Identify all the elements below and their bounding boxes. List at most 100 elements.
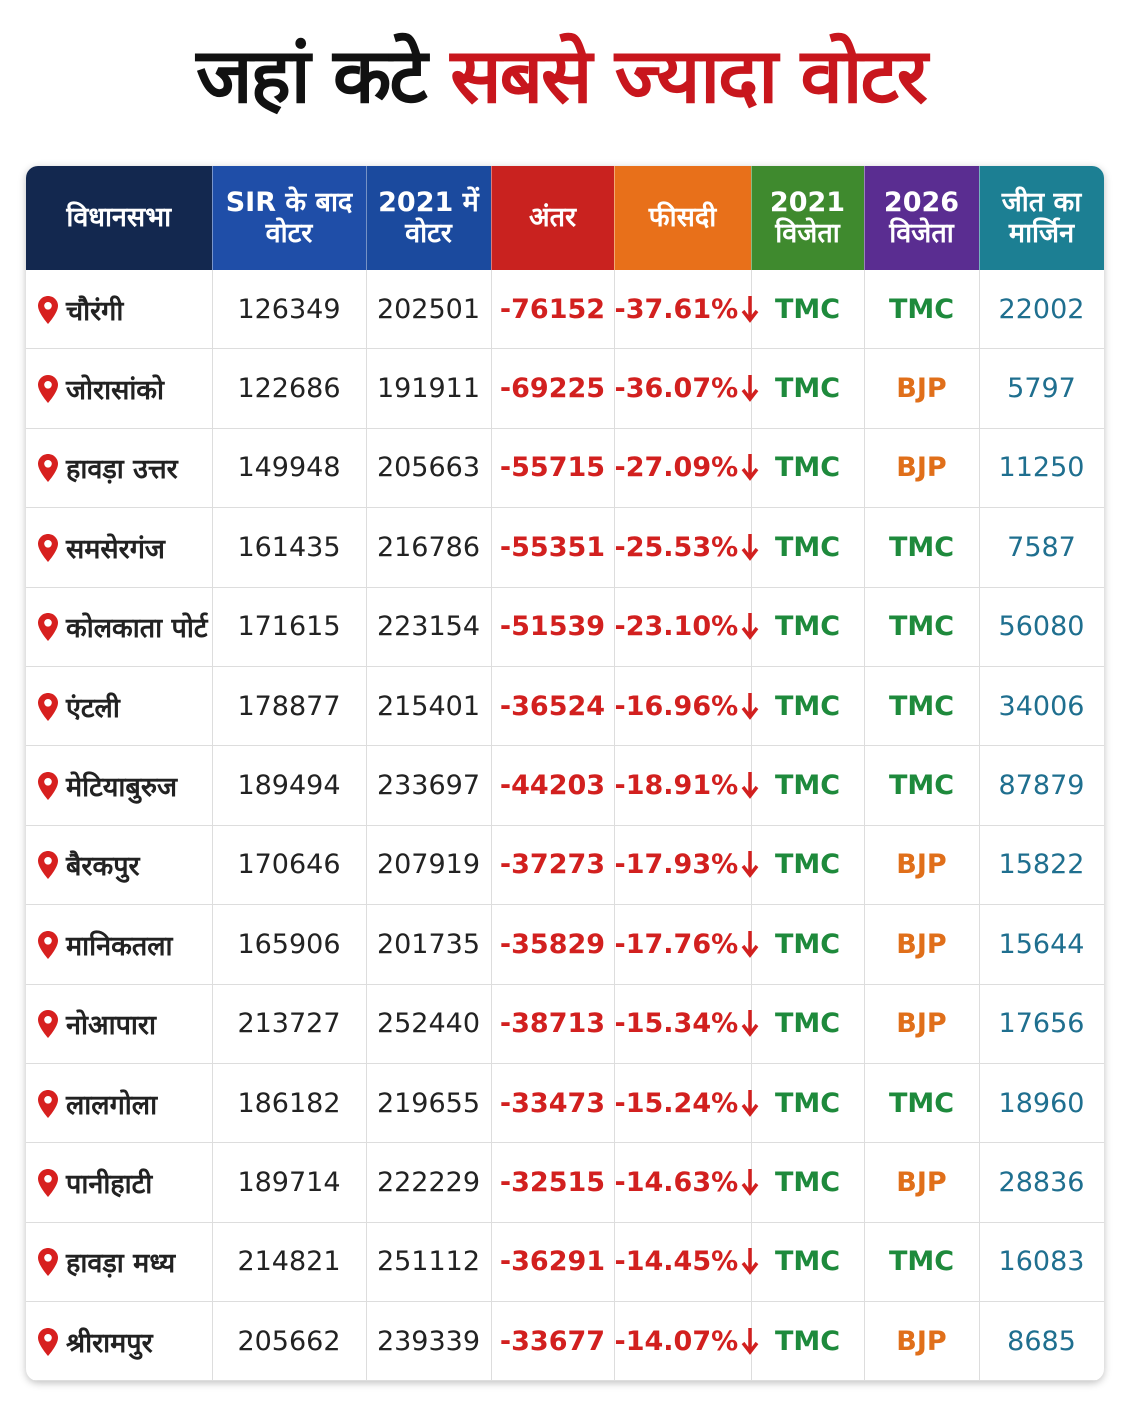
down-arrow (741, 454, 759, 482)
table-cell: 216786 (366, 507, 492, 588)
cell-text: -36.07% (614, 373, 739, 405)
cell-text: -27.09% (614, 452, 739, 484)
table-row: श्रीरामपुर 205662 239339 -33677 -14.07% TMC BJ… (26, 1301, 1104, 1382)
column-header: फीसदी (614, 166, 752, 270)
cell-text: TMC (774, 690, 841, 722)
cell-text: -33677 (499, 1325, 606, 1357)
table-cell: -76152 (491, 270, 615, 350)
table-cell: -17.76% (614, 904, 759, 985)
table-cell: 56080 (979, 587, 1104, 667)
pin-icon (38, 613, 58, 642)
cell-text: 122686 (237, 373, 341, 405)
table-cell: 201735 (366, 904, 492, 985)
cell-text: कोलकाता पोर्ट (66, 613, 208, 645)
down-arrow (741, 930, 759, 958)
table-cell: -27.09% (614, 428, 759, 509)
cell-text: 251112 (376, 1246, 481, 1278)
cell-text: 186182 (237, 1087, 341, 1119)
table-cell: 15822 (979, 825, 1104, 906)
cell-text: 219655 (376, 1087, 481, 1119)
cell-text: -14.07% (614, 1325, 739, 1357)
cell-text: -51539 (499, 611, 606, 643)
table-row: हावड़ा मध्य 214821 251112 -36291 -14.45% TMC T… (26, 1222, 1104, 1303)
table-cell: TMC (751, 270, 865, 350)
cell-text: -16.96% (614, 690, 739, 722)
cell-text: 5797 (1007, 373, 1076, 405)
cell-text: नोआपारा (66, 1010, 156, 1042)
pin-icon (38, 295, 58, 324)
table-cell: 219655 (366, 1063, 492, 1144)
table-cell: 161435 (212, 507, 367, 588)
table-cell: 178877 (212, 666, 367, 747)
table-cell: TMC (751, 1301, 865, 1382)
table-cell: 252440 (366, 984, 492, 1064)
table-cell: -23.10% (614, 587, 759, 667)
cell-text: 201735 (376, 928, 481, 960)
pin-icon (38, 375, 58, 404)
table-cell: -33473 (491, 1063, 615, 1144)
table-cell: TMC (751, 1063, 865, 1144)
pin-icon (38, 1327, 58, 1356)
table-cell: BJP (864, 428, 980, 509)
table-cell: BJP (864, 348, 980, 429)
table-cell: -37273 (491, 825, 615, 906)
table-cell: 28836 (979, 1142, 1104, 1223)
table-cell: -55715 (491, 428, 615, 509)
cell-text: 15822 (998, 849, 1085, 881)
cell-text: TMC (888, 690, 955, 722)
cell-text: 252440 (376, 1008, 481, 1040)
table-cell: BJP (864, 1301, 980, 1382)
cell-text: TMC (888, 293, 955, 325)
table-row: बैरकपुर 170646 207919 -37273 -17.93% TMC BJP 15… (26, 825, 1104, 906)
down-arrow (741, 295, 759, 323)
table-cell: 87879 (979, 745, 1104, 826)
table-cell: TMC (751, 507, 865, 588)
cell-text: -33473 (499, 1087, 606, 1119)
cell-text: 8685 (1007, 1325, 1076, 1357)
table-cell: 191911 (366, 348, 492, 429)
table-cell: -15.24% (614, 1063, 759, 1144)
table-cell: मेटियाबुरुज (26, 745, 213, 826)
down-arrow (741, 772, 759, 799)
table-cell: -37.61% (614, 270, 759, 350)
table-row: चौरंगी 126349 202501 -76152 -37.61% TMC TMC 220… (26, 270, 1104, 350)
cell-text: 149948 (237, 452, 341, 484)
cell-text: 22002 (998, 293, 1085, 325)
table-cell: -14.45% (614, 1222, 759, 1303)
cell-text: लालगोला (66, 1089, 158, 1121)
table-body: चौरंगी 126349 202501 -76152 -37.61% TMC TMC 220… (26, 270, 1104, 1382)
table-cell: -69225 (491, 348, 615, 429)
cell-text: 239339 (376, 1325, 481, 1357)
table-cell: 122686 (212, 348, 367, 429)
table-cell: एंटली (26, 666, 213, 747)
cell-text: 17656 (998, 1008, 1085, 1040)
table-cell: 5797 (979, 348, 1104, 429)
cell-text: BJP (896, 1008, 947, 1040)
cell-text: जोरासांको (66, 375, 165, 407)
cell-text: TMC (774, 1325, 841, 1357)
table-cell: 215401 (366, 666, 492, 747)
down-arrow (741, 851, 759, 879)
cell-text: TMC (774, 452, 841, 484)
table-row: एंटली 178877 215401 -36524 -16.96% TMC TMC 3400… (26, 666, 1104, 747)
table-cell: TMC (751, 348, 865, 429)
table-cell: TMC (751, 587, 865, 667)
cell-text: TMC (774, 1087, 841, 1119)
cell-text: TMC (774, 849, 841, 881)
table-cell: हावड़ा मध्य (26, 1222, 213, 1303)
cell-text: हावड़ा मध्य (66, 1248, 176, 1280)
cell-text: मानिकतला (66, 930, 173, 962)
pin-icon (38, 1089, 58, 1118)
cell-text: 87879 (998, 770, 1085, 802)
table-cell: TMC (864, 270, 980, 350)
cell-text: 18960 (998, 1087, 1085, 1119)
table-cell: -35829 (491, 904, 615, 985)
table-cell: 171615 (212, 587, 367, 667)
cell-text: चौरंगी (66, 295, 124, 327)
cell-text: TMC (774, 373, 841, 405)
cell-text: 205662 (237, 1325, 341, 1357)
column-header: 2021 विजेता (751, 166, 865, 270)
table-cell: -44203 (491, 745, 615, 826)
table-row: हावड़ा उत्तर 149948 205663 -55715 -27.09% TMC… (26, 428, 1104, 509)
